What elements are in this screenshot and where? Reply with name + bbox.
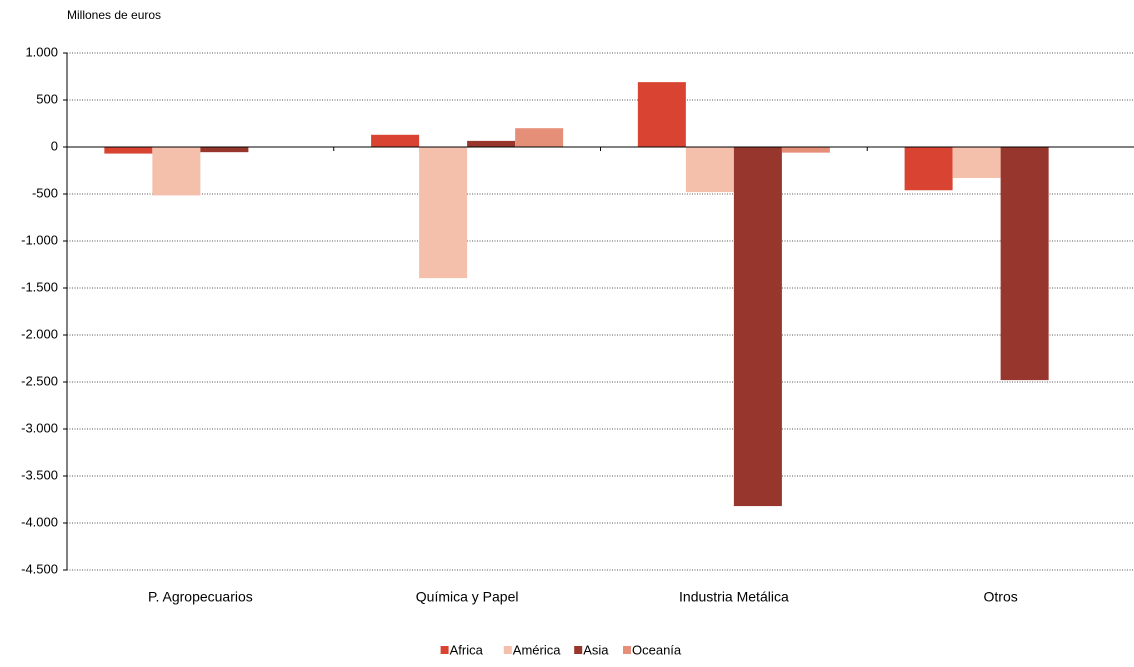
bar xyxy=(734,147,782,506)
bar xyxy=(371,135,419,147)
y-axis-title: Millones de euros xyxy=(67,8,161,22)
x-tick-label: Química y Papel xyxy=(416,589,519,605)
bar xyxy=(1001,147,1049,380)
y-tick-label: 1.000 xyxy=(25,44,58,59)
y-tick-label: -3.500 xyxy=(21,467,58,482)
y-tick-label: -2.500 xyxy=(21,373,58,388)
x-tick-label: P. Agropecuarios xyxy=(148,589,253,605)
bar xyxy=(104,147,152,154)
legend-label: Oceanía xyxy=(632,642,682,657)
y-tick-label: -3.000 xyxy=(21,420,58,435)
legend-label: Asia xyxy=(583,642,609,657)
legend-swatch xyxy=(623,646,631,654)
x-tick-label: Industria Metálica xyxy=(679,589,789,605)
legend-swatch xyxy=(504,646,512,654)
legend-swatch xyxy=(574,646,582,654)
bar xyxy=(638,82,686,147)
y-tick-label: -500 xyxy=(32,185,58,200)
bar xyxy=(419,147,467,278)
bar xyxy=(515,128,563,147)
y-tick-label: -1.500 xyxy=(21,279,58,294)
y-tick-label: -4.500 xyxy=(21,561,58,576)
y-tick-label: -4.000 xyxy=(21,514,58,529)
y-tick-label: -2.000 xyxy=(21,326,58,341)
bar xyxy=(953,147,1001,178)
bar xyxy=(905,147,953,190)
legend-label: América xyxy=(513,642,561,657)
y-tick-label: -1.000 xyxy=(21,232,58,247)
bar xyxy=(686,147,734,192)
legend-label: Africa xyxy=(450,642,484,657)
legend-swatch xyxy=(441,646,449,654)
bar xyxy=(467,141,515,147)
bar xyxy=(200,147,248,152)
y-tick-label: 0 xyxy=(51,138,58,153)
x-tick-label: Otros xyxy=(984,589,1018,605)
bar xyxy=(152,147,200,195)
bar xyxy=(782,147,830,153)
y-tick-label: 500 xyxy=(36,91,58,106)
